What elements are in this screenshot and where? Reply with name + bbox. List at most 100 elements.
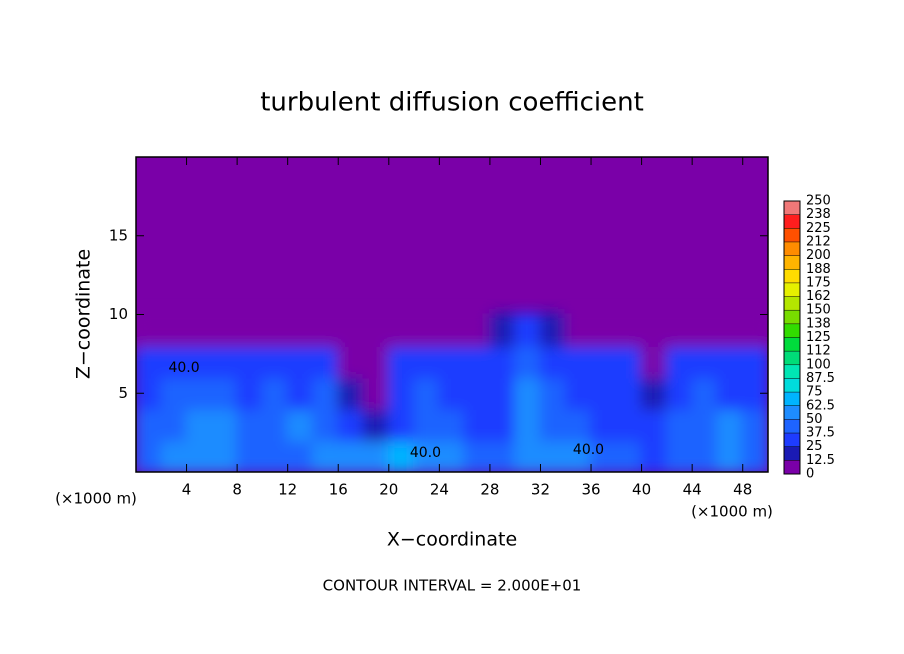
field-cell <box>136 345 163 379</box>
colorbar-segment <box>784 337 800 352</box>
field-cell <box>362 376 390 410</box>
field-cell <box>741 345 768 379</box>
x-axis-label: X−coordinate <box>387 529 517 551</box>
colorbar-label: 162 <box>806 289 831 304</box>
colorbar-segment <box>784 405 800 420</box>
field-cell <box>488 376 517 410</box>
field-cell <box>337 376 365 410</box>
colorbar-label: 62.5 <box>806 398 835 413</box>
colorbar-segment <box>784 296 800 311</box>
field-cell <box>615 408 643 442</box>
field-cell <box>286 313 314 347</box>
field-cell <box>488 345 517 379</box>
field-cell <box>564 439 593 472</box>
field-cell <box>463 345 491 379</box>
colorbar-label: 175 <box>806 275 831 290</box>
field-cell <box>590 376 618 410</box>
field-cell <box>564 313 593 347</box>
field-cell <box>438 439 466 472</box>
field-cell <box>236 345 264 379</box>
colorbar-segment <box>784 433 800 447</box>
colorbar-segment <box>784 228 800 242</box>
field-cell <box>413 345 441 379</box>
field-cell <box>615 345 643 379</box>
field-cell <box>337 439 365 472</box>
colorbar-label: 200 <box>806 248 831 263</box>
y-tick-label: 10 <box>109 305 128 323</box>
colorbar-segment <box>784 392 800 406</box>
y-axis-label: Z−coordinate <box>73 249 95 379</box>
field-cell <box>438 313 466 347</box>
field-cell <box>514 439 542 472</box>
field-cell <box>261 408 289 442</box>
colorbar-label: 87.5 <box>806 371 835 386</box>
field-cell <box>640 439 668 472</box>
colorbar-label: 212 <box>806 234 831 249</box>
field-cell <box>590 313 618 347</box>
field-cell <box>665 439 694 472</box>
field-cell <box>311 376 340 410</box>
field-cell <box>488 408 517 442</box>
colorbar-label: 225 <box>806 221 831 236</box>
field-cell <box>261 345 289 379</box>
field-cell <box>136 439 163 472</box>
field-cell <box>539 439 567 472</box>
colorbar-label: 138 <box>806 316 831 331</box>
colorbar-label: 25 <box>806 439 823 454</box>
colorbar-segment <box>784 201 800 215</box>
field-cell <box>362 345 390 379</box>
colorbar-label: 12.5 <box>806 453 835 468</box>
field-cell <box>539 408 567 442</box>
field-cell <box>691 313 719 347</box>
field-cell <box>413 376 441 410</box>
colorbar-segment <box>784 323 800 338</box>
field-cell <box>514 376 542 410</box>
x-tick-label: 8 <box>232 481 242 499</box>
field-cell <box>311 313 340 347</box>
field-cell <box>615 313 643 347</box>
field-cell <box>615 439 643 472</box>
colorbar-label: 188 <box>806 262 831 277</box>
field-cell <box>261 313 289 347</box>
x-tick-label: 24 <box>430 481 449 499</box>
colorbar-segment <box>784 310 800 324</box>
field-cell <box>741 439 768 472</box>
field-cell <box>463 376 491 410</box>
field-cell <box>286 345 314 379</box>
field-cell <box>387 408 416 442</box>
x-unit-label: (×1000 m) <box>55 490 137 508</box>
colorbar-segment <box>784 351 800 365</box>
field-cell <box>463 439 491 472</box>
field-cell <box>539 376 567 410</box>
field-cell <box>413 439 441 472</box>
field-cell <box>185 408 213 442</box>
field-cell <box>590 439 618 472</box>
colorbar-label: 0 <box>806 467 814 482</box>
x-tick-label: 12 <box>278 481 297 499</box>
field-cell <box>741 313 768 347</box>
field-cell <box>716 408 744 442</box>
colorbar-segment <box>784 282 800 297</box>
field-cell <box>463 313 491 347</box>
field-cell <box>311 439 340 472</box>
field-cell <box>236 408 264 442</box>
field-cell <box>311 345 340 379</box>
contour-label: 40.0 <box>410 445 441 461</box>
field-cell <box>716 313 744 347</box>
field-cell <box>691 408 719 442</box>
field-cell <box>136 408 163 442</box>
x-tick-label: 28 <box>480 481 499 499</box>
colorbar-label: 100 <box>806 357 831 372</box>
colorbar-segment <box>784 241 800 256</box>
field-cell <box>210 439 239 472</box>
field-cell <box>362 313 390 347</box>
field-cell <box>185 313 213 347</box>
field-cell <box>691 439 719 472</box>
field-cell <box>741 408 768 442</box>
field-cell <box>185 345 213 379</box>
y-tick-label: 15 <box>109 226 128 244</box>
colorbar-label: 238 <box>806 207 831 222</box>
colorbar-label: 37.5 <box>806 426 835 441</box>
field-cell <box>387 313 416 347</box>
